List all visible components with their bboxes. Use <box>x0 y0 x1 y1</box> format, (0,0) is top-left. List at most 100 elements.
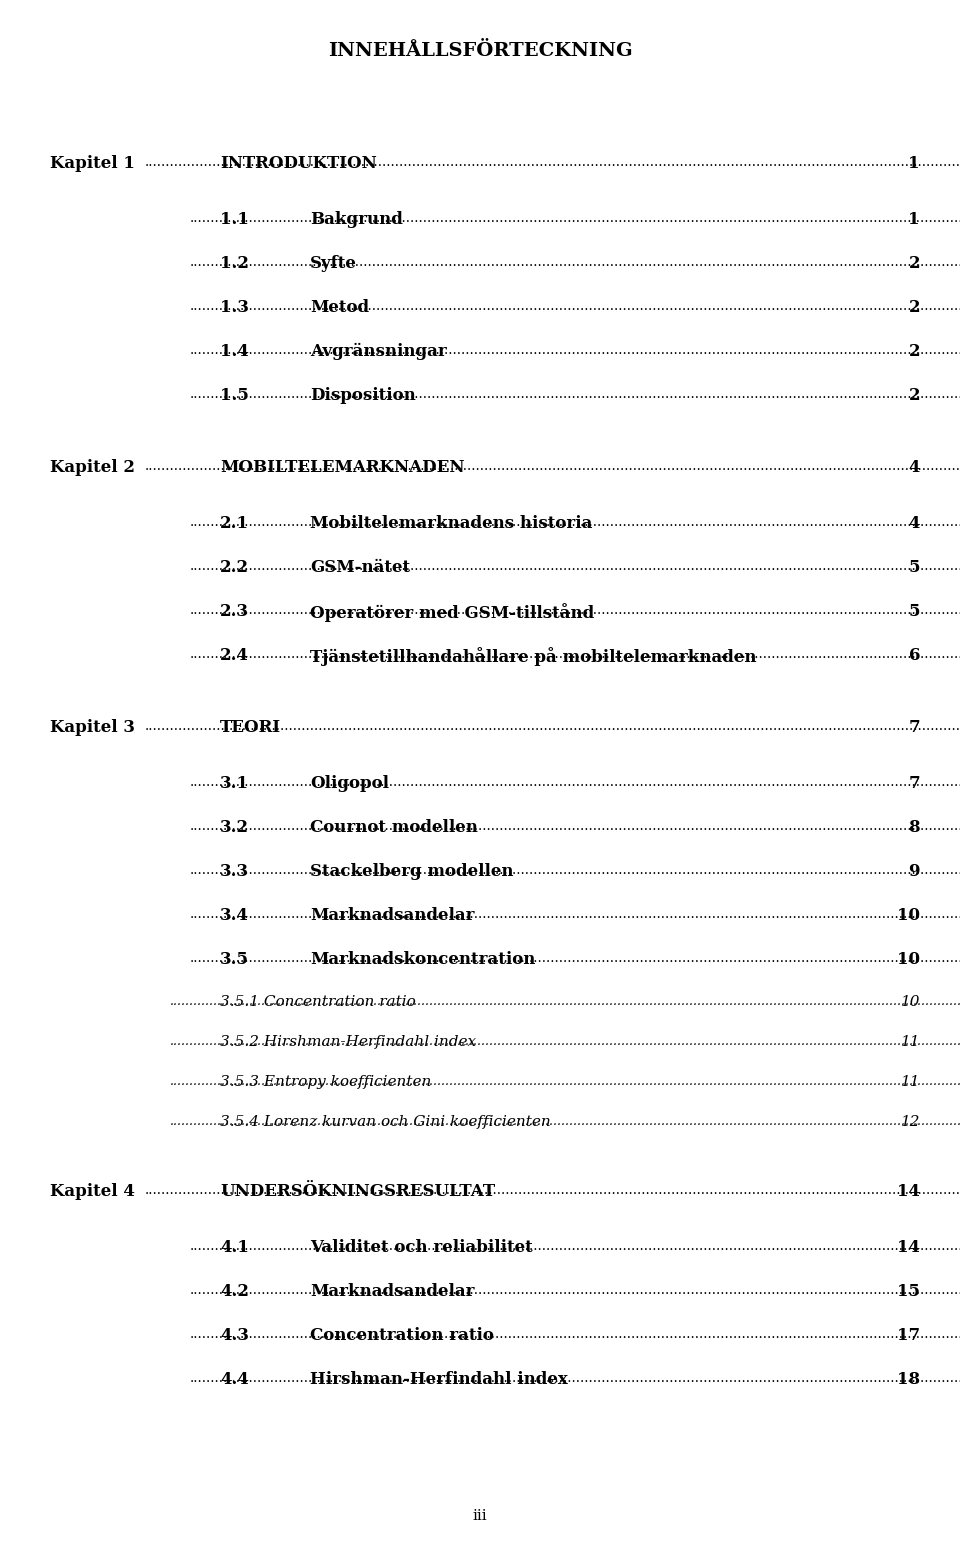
Text: 11: 11 <box>900 1035 920 1048</box>
Text: Tjänstetillhandahållare på mobiltelemarknaden: Tjänstetillhandahållare på mobiltelemark… <box>310 647 756 665</box>
Text: 3.5: 3.5 <box>220 951 249 968</box>
Text: ................................................................................: ........................................… <box>190 1283 960 1297</box>
Text: UNDERSÖKNINGSRESULTAT: UNDERSÖKNINGSRESULTAT <box>220 1183 495 1200</box>
Text: ................................................................................: ........................................… <box>190 776 960 789</box>
Text: ................................................................................: ........................................… <box>170 996 960 1008</box>
Text: Bakgrund: Bakgrund <box>310 211 403 228</box>
Text: 4: 4 <box>908 459 920 476</box>
Text: ................................................................................: ........................................… <box>190 647 960 661</box>
Text: 4.3: 4.3 <box>220 1328 249 1345</box>
Text: 18: 18 <box>897 1371 920 1388</box>
Text: ................................................................................: ........................................… <box>190 1328 960 1342</box>
Text: 1.3: 1.3 <box>220 299 249 316</box>
Text: ................................................................................: ........................................… <box>190 819 960 833</box>
Text: 10: 10 <box>900 996 920 1010</box>
Text: 6: 6 <box>908 647 920 664</box>
Text: 3.4: 3.4 <box>220 907 249 924</box>
Text: 3.5.2 Hirshman-Herfindahl index: 3.5.2 Hirshman-Herfindahl index <box>220 1035 476 1048</box>
Text: ................................................................................: ........................................… <box>190 603 960 617</box>
Text: ................................................................................: ........................................… <box>190 299 960 313</box>
Text: 1.4: 1.4 <box>220 343 249 360</box>
Text: Syfte: Syfte <box>310 254 357 271</box>
Text: 1.2: 1.2 <box>220 254 249 271</box>
Text: ................................................................................: ........................................… <box>190 1371 960 1385</box>
Text: 3.3: 3.3 <box>220 862 250 879</box>
Text: 3.5.4 Lorenz kurvan och Gini koefficienten: 3.5.4 Lorenz kurvan och Gini koefficient… <box>220 1115 551 1129</box>
Text: 2: 2 <box>908 343 920 360</box>
Text: 2: 2 <box>908 299 920 316</box>
Text: 9: 9 <box>908 862 920 879</box>
Text: Oligopol: Oligopol <box>310 776 389 793</box>
Text: 14: 14 <box>897 1239 920 1256</box>
Text: 3.5.3 Entropy koefficienten: 3.5.3 Entropy koefficienten <box>220 1075 431 1089</box>
Text: ................................................................................: ........................................… <box>190 388 960 402</box>
Text: 5: 5 <box>908 558 920 575</box>
Text: ................................................................................: ........................................… <box>190 558 960 572</box>
Text: Kapitel 1: Kapitel 1 <box>50 155 134 172</box>
Text: Mobiltelemarknadens historia: Mobiltelemarknadens historia <box>310 515 592 532</box>
Text: ................................................................................: ........................................… <box>190 1239 960 1253</box>
Text: ................................................................................: ........................................… <box>145 1183 960 1197</box>
Text: 4.1: 4.1 <box>220 1239 249 1256</box>
Text: 2: 2 <box>908 388 920 403</box>
Text: 4: 4 <box>908 515 920 532</box>
Text: iii: iii <box>472 1509 488 1523</box>
Text: 5: 5 <box>908 603 920 620</box>
Text: Operatörer med GSM-tillstånd: Operatörer med GSM-tillstånd <box>310 603 594 622</box>
Text: Hirshman-Herfindahl index: Hirshman-Herfindahl index <box>310 1371 567 1388</box>
Text: INTRODUKTION: INTRODUKTION <box>220 155 376 172</box>
Text: 7: 7 <box>908 720 920 737</box>
Text: Marknadsandelar: Marknadsandelar <box>310 1283 474 1300</box>
Text: ................................................................................: ........................................… <box>145 720 960 734</box>
Text: ................................................................................: ........................................… <box>190 343 960 357</box>
Text: 3.1: 3.1 <box>220 776 249 793</box>
Text: ................................................................................: ........................................… <box>190 254 960 268</box>
Text: ................................................................................: ........................................… <box>145 155 960 169</box>
Text: Kapitel 4: Kapitel 4 <box>50 1183 134 1200</box>
Text: 2.2: 2.2 <box>220 558 250 575</box>
Text: Kapitel 2: Kapitel 2 <box>50 459 135 476</box>
Text: 1.5: 1.5 <box>220 388 249 403</box>
Text: ................................................................................: ........................................… <box>145 459 960 473</box>
Text: 7: 7 <box>908 776 920 793</box>
Text: Cournot modellen: Cournot modellen <box>310 819 478 836</box>
Text: 2.1: 2.1 <box>220 515 249 532</box>
Text: 14: 14 <box>897 1183 920 1200</box>
Text: Metod: Metod <box>310 299 370 316</box>
Text: ................................................................................: ........................................… <box>190 907 960 921</box>
Text: ................................................................................: ........................................… <box>170 1075 960 1087</box>
Text: Marknadskoncentration: Marknadskoncentration <box>310 951 536 968</box>
Text: 2: 2 <box>908 254 920 271</box>
Text: Validitet och reliabilitet: Validitet och reliabilitet <box>310 1239 533 1256</box>
Text: 3.5.1 Concentration ratio: 3.5.1 Concentration ratio <box>220 996 416 1010</box>
Text: 1: 1 <box>908 211 920 228</box>
Text: Disposition: Disposition <box>310 388 416 403</box>
Text: Stackelberg modellen: Stackelberg modellen <box>310 862 514 879</box>
Text: 1: 1 <box>908 155 920 172</box>
Text: 8: 8 <box>908 819 920 836</box>
Text: 17: 17 <box>897 1328 920 1345</box>
Text: 2.4: 2.4 <box>220 647 249 664</box>
Text: Marknadsandelar: Marknadsandelar <box>310 907 474 924</box>
Text: 10: 10 <box>897 907 920 924</box>
Text: ................................................................................: ........................................… <box>190 862 960 876</box>
Text: 15: 15 <box>897 1283 920 1300</box>
Text: 1.1: 1.1 <box>220 211 249 228</box>
Text: 3.2: 3.2 <box>220 819 250 836</box>
Text: 4.2: 4.2 <box>220 1283 249 1300</box>
Text: TEORI: TEORI <box>220 720 281 737</box>
Text: Avgränsningar: Avgränsningar <box>310 343 446 360</box>
Text: INNEHÅLLSFÖRTECKNING: INNEHÅLLSFÖRTECKNING <box>327 42 633 60</box>
Text: 10: 10 <box>897 951 920 968</box>
Text: 11: 11 <box>900 1075 920 1089</box>
Text: ................................................................................: ........................................… <box>170 1035 960 1048</box>
Text: 2.3: 2.3 <box>220 603 250 620</box>
Text: 12: 12 <box>900 1115 920 1129</box>
Text: ................................................................................: ........................................… <box>190 515 960 529</box>
Text: Kapitel 3: Kapitel 3 <box>50 720 135 737</box>
Text: ................................................................................: ........................................… <box>170 1115 960 1128</box>
Text: ................................................................................: ........................................… <box>190 951 960 965</box>
Text: Concentration ratio: Concentration ratio <box>310 1328 493 1345</box>
Text: GSM-nätet: GSM-nätet <box>310 558 410 575</box>
Text: 4.4: 4.4 <box>220 1371 249 1388</box>
